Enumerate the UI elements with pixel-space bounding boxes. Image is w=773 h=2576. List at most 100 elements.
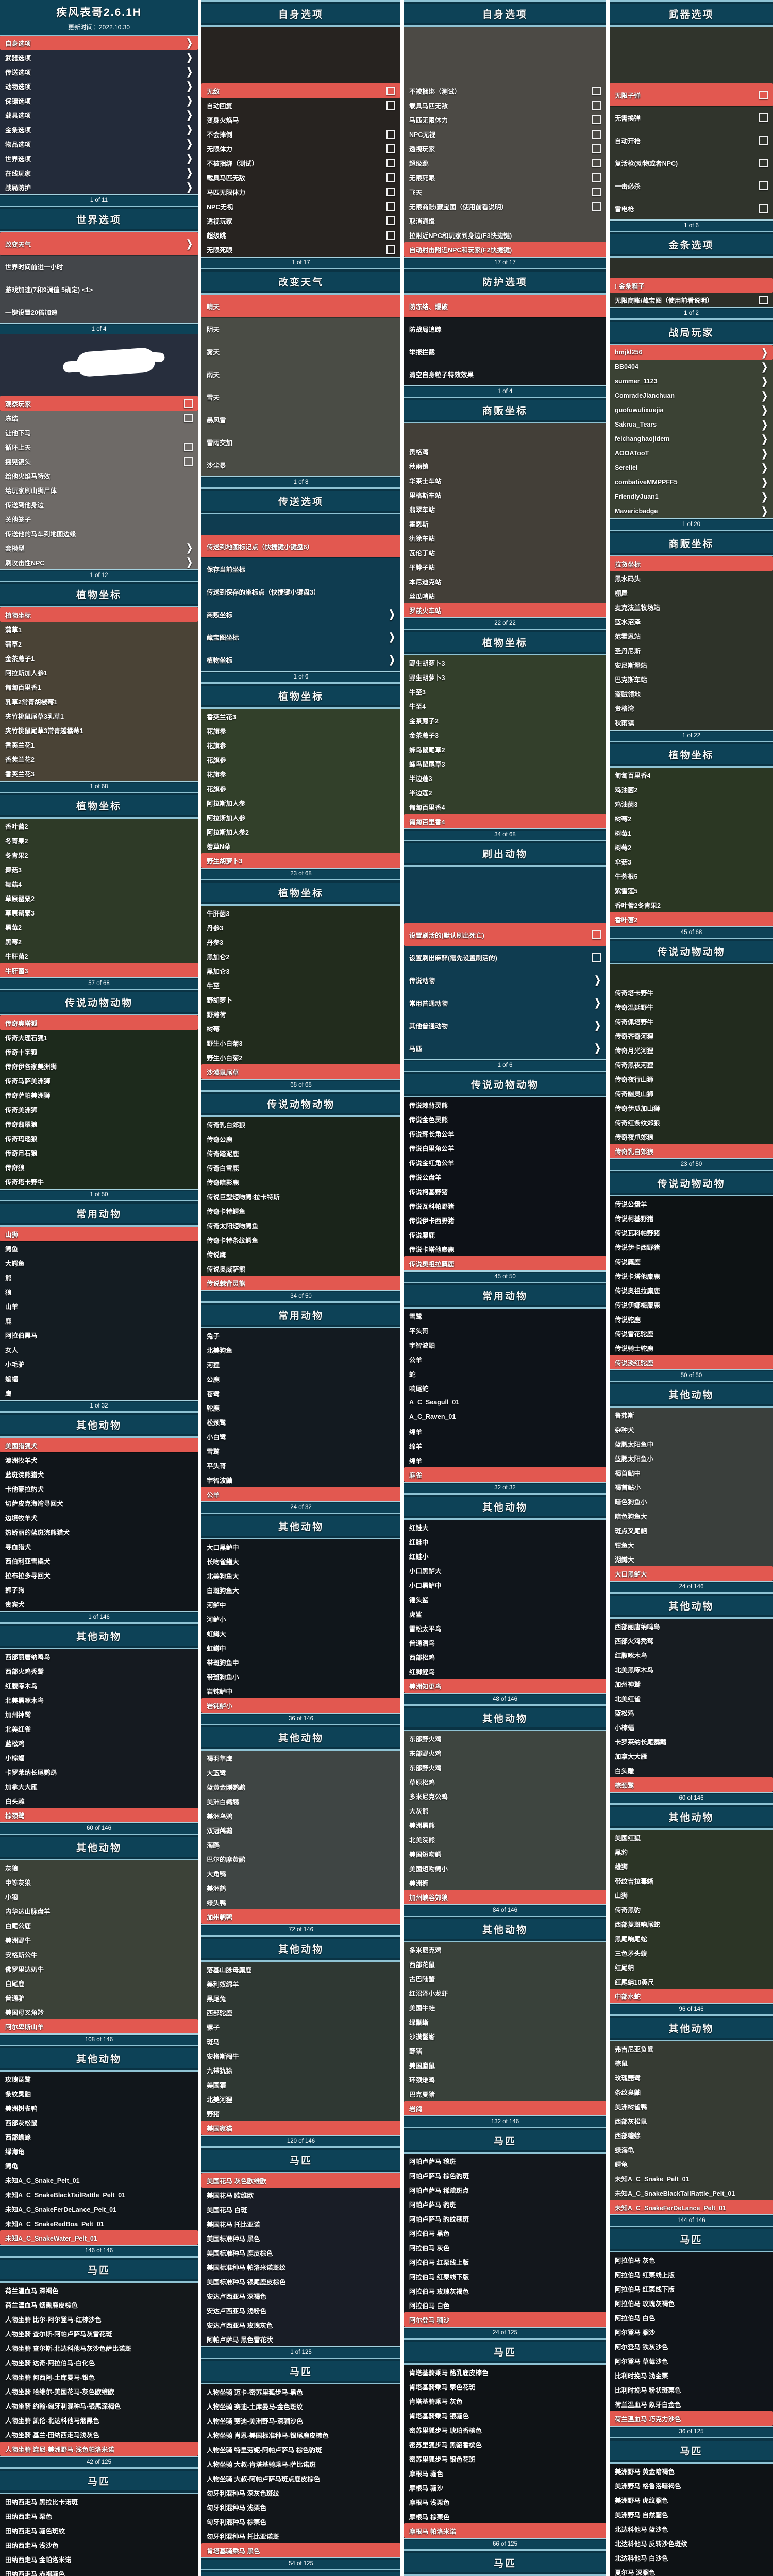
menu-item[interactable]: 肯塔基骑乘马 栗色花斑 [404,2379,606,2394]
menu-item[interactable]: 田纳西走马 浅沙色 [0,2537,198,2552]
menu-item[interactable]: 草原罂粟3 [0,905,198,920]
checkbox-icon[interactable] [592,129,601,139]
menu-item[interactable]: 冬青果2 [0,833,198,848]
menu-item[interactable]: 传奇卡特鳄鱼 [201,1204,400,1218]
menu-item[interactable]: 野猪 [404,2043,606,2058]
menu-item[interactable]: 岩钝鲈中 [201,1684,400,1698]
menu-item[interactable]: 鹿 [0,1313,198,1328]
checkbox-icon[interactable] [759,181,768,190]
menu-item[interactable]: 骡子 [201,2020,400,2034]
menu-item[interactable]: 西部菱斑响尾蛇 [610,1917,773,1931]
menu-item[interactable]: 传奇萨帕美洲狮 [0,1088,198,1102]
menu-item[interactable]: 巴克斯车站 [610,672,773,686]
menu-item[interactable]: 刷攻击性NPC ❯ [0,555,198,569]
menu-item[interactable]: 密苏里狐步马 银色花斑 [404,2451,606,2466]
menu-item[interactable]: 带斑狗鱼小 [201,1669,400,1684]
checkbox-icon[interactable] [592,115,601,124]
menu-item[interactable]: 传奇月石狼 [0,1145,198,1160]
menu-item[interactable]: 在线玩家 ❯ [0,165,198,180]
menu-item[interactable]: 瓦伦丁站 [404,545,606,560]
menu-item[interactable]: 带斑狗鱼中 [201,1655,400,1669]
menu-item[interactable]: 田纳西走马 金帕洛米诺 [0,2552,198,2566]
checkbox-icon[interactable] [184,413,193,422]
checkbox-icon[interactable] [184,456,193,466]
menu-item[interactable]: 保镖选项 ❯ [0,93,198,108]
menu-item[interactable]: 美国短吻鳄小 [404,1861,606,1875]
menu-item[interactable]: 荷兰温血马 深褐色 [0,2283,198,2297]
menu-item[interactable]: 贵格湾 [610,701,773,715]
menu-item[interactable]: 无限子弹 [610,83,773,106]
menu-item[interactable]: AOOATooT ❯ [610,446,773,461]
menu-item[interactable]: 麦克法兰牧场站 [610,600,773,614]
menu-item[interactable]: 人物坐骑 基兰-田纳西走马浅灰色 [0,2427,198,2442]
checkbox-icon[interactable] [759,295,768,304]
menu-item[interactable]: 阿帕卢萨马 毯斑 [404,2154,606,2168]
menu-item[interactable]: 香荚兰花1 [0,737,198,752]
menu-item[interactable]: 美国红狐 [610,1830,773,1844]
menu-item[interactable]: 传奇卡特条纹鳄鱼 [201,1232,400,1247]
menu-item[interactable]: combativeMMPPFF5 ❯ [610,475,773,489]
menu-item[interactable]: 美洲野马 虎纹骝色 [610,2493,773,2507]
menu-item[interactable]: 传说伊卡西野猪 [404,1213,606,1227]
menu-item[interactable]: 传说柯基野猪 [610,1211,773,1225]
menu-item[interactable]: 红尾蚺 [610,1960,773,1974]
menu-item[interactable]: 常用普通动物 ❯ [404,991,606,1014]
menu-item[interactable]: 美国标准种马 帕洛米诺斑纹 [201,2260,400,2274]
menu-item[interactable]: 载具选项 ❯ [0,108,198,122]
menu-item[interactable]: 美洲狮 [404,1875,606,1890]
menu-item[interactable]: 寻血猎犬 [0,1539,198,1553]
menu-item[interactable]: 金茶藨子2 [404,713,606,727]
menu-item[interactable]: 北达科他马 白沙色 [610,2550,773,2565]
menu-item[interactable]: 红腹啄木鸟 [610,1648,773,1662]
menu-item[interactable]: 未知A_C_SnakeFerDeLance_Pelt_01 [610,2200,773,2214]
menu-item[interactable]: 人物坐骑 达奇-阿拉伯马-白化色 [0,2355,198,2369]
checkbox-icon[interactable] [386,187,395,196]
menu-item[interactable]: 美洲野牛 [0,1933,198,1947]
menu-item[interactable]: summer_1123 ❯ [610,374,773,388]
menu-item[interactable]: 绿海龟 [610,2142,773,2157]
menu-item[interactable]: 设置刷活的(默认刷出死亡) [404,923,606,946]
checkbox-icon[interactable] [386,129,395,139]
menu-item[interactable]: 拉布拉多寻回犬 [0,1568,198,1582]
menu-item[interactable]: 棕颈鹭 [0,1808,198,1822]
menu-item[interactable]: 虹鳟中 [201,1640,400,1655]
menu-item[interactable]: 三色矛头蝮 [610,1945,773,1960]
menu-item[interactable]: 传说棘背灵熊 [404,1097,606,1112]
menu-item[interactable]: 传说驼鹿 [610,1312,773,1326]
menu-item[interactable]: 香叶蓍2 [0,819,198,833]
menu-item[interactable]: 传奇乳白郊狼 [610,1144,773,1158]
menu-item[interactable]: 美利奴绵羊 [201,1976,400,1991]
menu-item[interactable]: 传说淡红驼鹿 [610,1355,773,1369]
menu-item[interactable]: 阿拉伯马 白色 [404,2298,606,2312]
menu-item[interactable]: 北美红雀 [610,1691,773,1705]
menu-item[interactable]: 雷雨交加 [201,431,400,453]
menu-item[interactable]: 阿拉斯加人参2 [201,824,400,839]
menu-item[interactable]: 小毛驴 [0,1357,198,1371]
menu-item[interactable]: 美国母叉角羚 [0,2005,198,2019]
menu-item[interactable]: 摩根马 棕栗色 [404,2509,606,2523]
menu-item[interactable]: 摩根马 帕洛米诺 [404,2523,606,2538]
menu-item[interactable]: 西部灰松鼠 [610,2113,773,2128]
menu-item[interactable]: 匍匐百里香1 [0,680,198,694]
menu-item[interactable]: 关他笼子 [0,512,198,526]
menu-item[interactable]: 传说金红角公羊 [404,1155,606,1170]
checkbox-icon[interactable] [386,144,395,153]
menu-item[interactable]: 野生胡萝卜3 [404,670,606,684]
menu-item[interactable]: 卡他豪拉豹犬 [0,1481,198,1496]
menu-item[interactable]: 落基山脉母麋鹿 [201,1962,400,1976]
menu-item[interactable]: 美国标准种马 鹿皮棕色 [201,2245,400,2260]
menu-item[interactable]: 未知A_C_Snake_Pelt_01 [610,2171,773,2185]
checkbox-icon[interactable] [386,100,395,110]
menu-item[interactable]: feichanghaojidem ❯ [610,432,773,446]
menu-item[interactable]: 肯塔基骑乘马 银骝色 [404,2408,606,2422]
menu-item[interactable]: 传说骑士驼鹿 [610,1341,773,1355]
menu-item[interactable]: 匈牙利混种马 棕栗色 [201,2514,400,2529]
menu-item[interactable]: 传说白里角公羊 [404,1141,606,1155]
menu-item[interactable]: 传奇十字狐 [0,1044,198,1059]
menu-item[interactable]: 黑豹 [610,1844,773,1859]
menu-item[interactable]: 红脚鲣鸟 [404,1664,606,1679]
menu-item[interactable]: 设置刷出麻醉(需先设置刷活的) [404,946,606,969]
menu-item[interactable]: 世界时间前进一小时 [0,255,198,278]
menu-item[interactable]: 不被捆绑（测试） [404,83,606,98]
menu-item[interactable]: 摇晃镜头 [0,454,198,468]
